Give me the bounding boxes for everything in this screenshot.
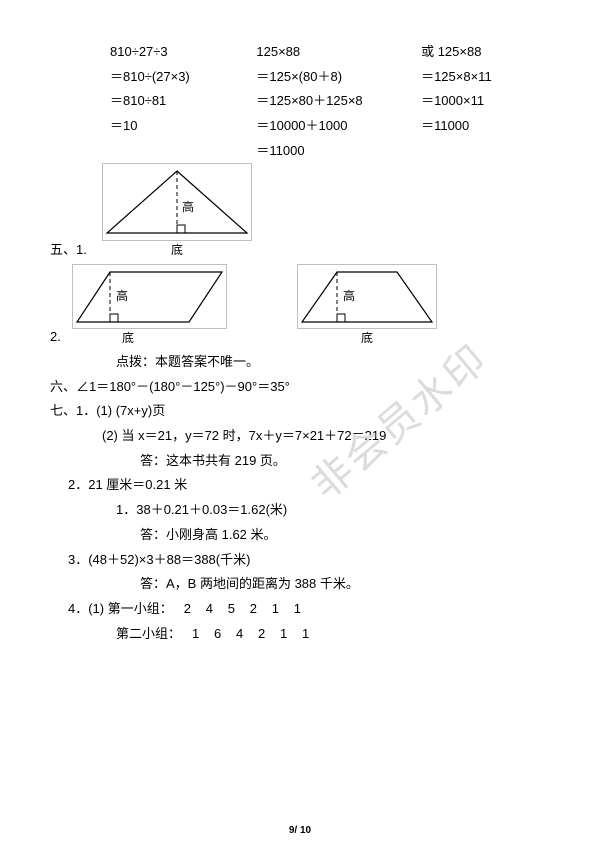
section-5-1-label: 五、1. (50, 238, 102, 263)
calc-cell: ＝10000＋1000 (256, 114, 421, 139)
calc-cell: ＝125×80＋125×8 (256, 89, 421, 114)
parallelogram-base-label: 底 (72, 327, 227, 350)
trapezoid-base-label: 底 (297, 327, 437, 350)
trapezoid-figure: 高 底 (297, 264, 437, 350)
section-7-3-ans: 答：A，B 两地间的距离为 388 千米。 (140, 572, 540, 597)
page-content: 810÷27÷3 ＝810÷(27×3) ＝810÷81 ＝10 125×88 … (0, 0, 600, 666)
svg-text:高: 高 (116, 288, 128, 303)
calc-columns: 810÷27÷3 ＝810÷(27×3) ＝810÷81 ＝10 125×88 … (110, 40, 540, 163)
triangle-base-label: 底 (102, 239, 252, 262)
calc-cell: ＝125×(80＋8) (256, 65, 421, 90)
section-7-3-head: 3．(48＋52)×3＋88＝388(千米) (68, 548, 540, 573)
calc-cell: ＝10 (110, 114, 256, 139)
section-7-4-2: 第二小组： 164211 (116, 622, 540, 647)
calc-cell: ＝810÷(27×3) (110, 65, 256, 90)
calc-cell: ＝125×8×11 (421, 65, 540, 90)
parallelogram-figure: 高 底 (72, 264, 227, 350)
page-number: 9/ 10 (0, 825, 600, 836)
svg-text:高: 高 (343, 288, 355, 303)
section-7-2-line: 1．38＋0.21＋0.03＝1.62(米) (116, 498, 540, 523)
triangle-figure: 高 底 (102, 163, 252, 262)
calc-cell: ＝1000×11 (421, 89, 540, 114)
section-7-2-ans: 答：小刚身高 1.62 米。 (140, 523, 540, 548)
section-7-1-ans: 答：这本书共有 219 页。 (140, 449, 540, 474)
calc-cell: ＝11000 (256, 139, 421, 164)
section-7-2-head: 2．21 厘米＝0.21 米 (68, 473, 540, 498)
calc-cell: 125×88 (256, 40, 421, 65)
group2-label: 第二小组： (116, 626, 181, 641)
svg-text:高: 高 (182, 199, 194, 214)
note-text: 点拨：本题答案不唯一。 (116, 350, 540, 375)
group2-values: 164211 (185, 626, 317, 641)
calc-cell: 810÷27÷3 (110, 40, 256, 65)
section-7-1-1: 七、1．(1) (7x+y)页 (50, 399, 540, 424)
section-6: 六、∠1＝180°－(180°－125°)－90°＝35° (50, 375, 540, 400)
section-7-1-2: (2) 当 x＝21，y＝72 时，7x＋y＝7×21＋72＝219 (102, 424, 540, 449)
calc-cell: ＝11000 (421, 114, 540, 139)
section-5-2-label: 2. (50, 325, 72, 350)
group1-values: 245211 (176, 601, 308, 616)
group1-label: 4．(1) 第一小组： (68, 601, 173, 616)
section-7-4-1: 4．(1) 第一小组： 245211 (68, 597, 540, 622)
calc-cell: ＝810÷81 (110, 89, 256, 114)
calc-cell: 或 125×88 (421, 40, 540, 65)
